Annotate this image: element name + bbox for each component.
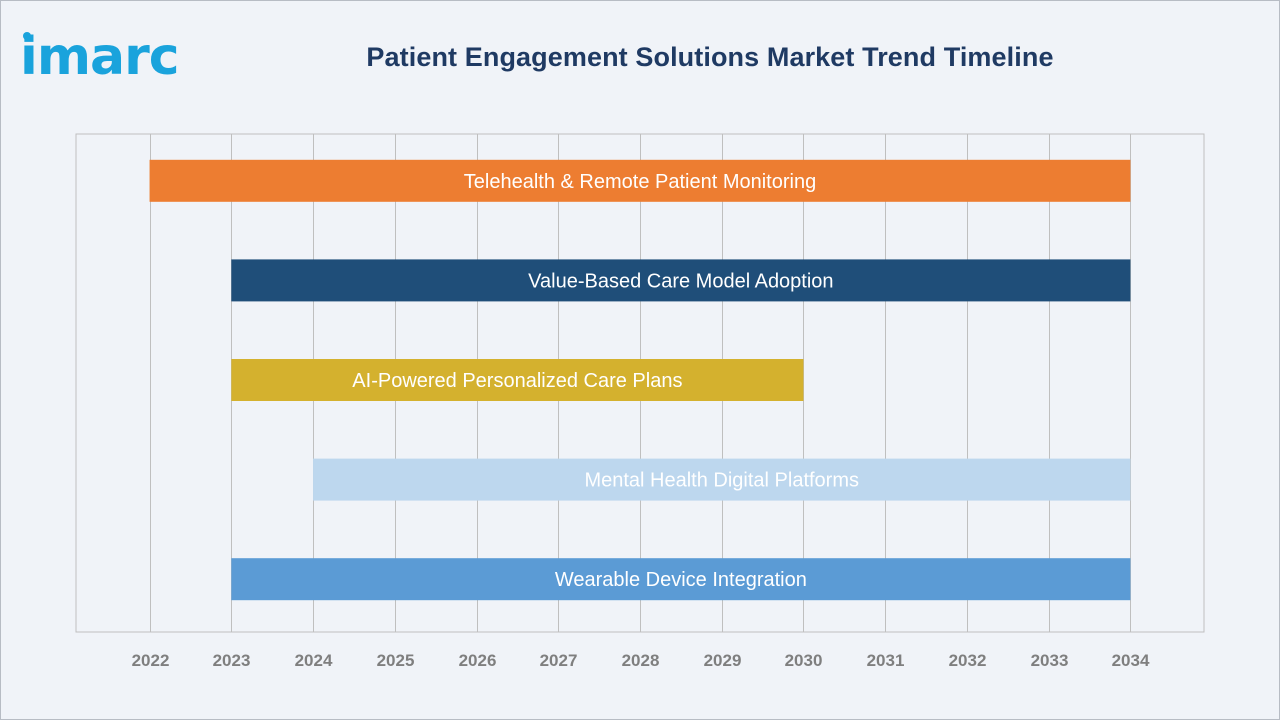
x-tick-label: 2033 [1031,651,1069,670]
chart-title: Patient Engagement Solutions Market Tren… [366,42,1054,72]
logo-dot [23,32,31,40]
x-tick-label: 2022 [132,651,170,670]
x-tick-label: 2027 [540,651,578,670]
x-tick-label: 2030 [785,651,823,670]
x-tick-label: 2025 [377,651,415,670]
bar-label: Telehealth & Remote Patient Monitoring [464,171,816,193]
timeline-bar [231,359,804,401]
timeline-bar [313,458,1131,501]
bar-label: Mental Health Digital Platforms [584,470,859,492]
timeline-bar [231,558,1131,601]
logo-text: imarc [20,28,179,84]
x-tick-label: 2028 [622,651,660,670]
x-tick-label: 2032 [949,651,987,670]
timeline-bar [149,159,1131,202]
x-tick-label: 2023 [213,651,251,670]
x-tick-label: 2031 [867,651,905,670]
bar-label: AI-Powered Personalized Care Plans [352,370,682,392]
x-tick-label: 2026 [459,651,497,670]
imarc-logo: imarc [20,28,180,84]
bar-label: Wearable Device Integration [555,569,807,591]
x-tick-label: 2024 [295,651,333,670]
x-tick-label: 2034 [1112,651,1150,670]
x-tick-label: 2029 [704,651,742,670]
timeline-bar [231,259,1131,302]
bar-label: Value-Based Care Model Adoption [528,270,833,292]
